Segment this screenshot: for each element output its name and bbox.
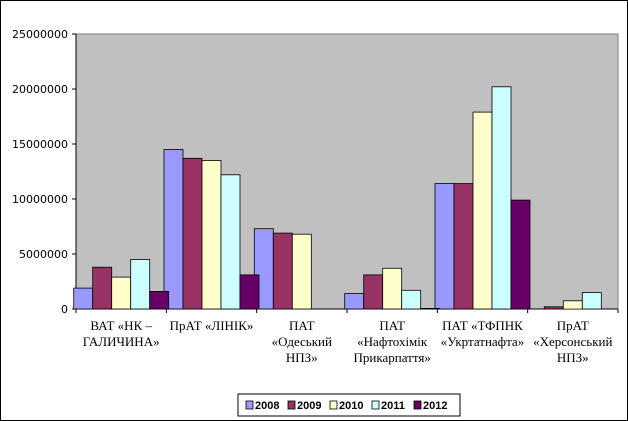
x-category-label: «Укртатнафта» xyxy=(441,334,524,349)
x-category-label: ГАЛИЧИНА» xyxy=(83,334,160,349)
x-category-label: ПрАТ xyxy=(557,318,589,333)
bar-2011-cat-2 xyxy=(220,174,241,310)
x-category-label: «Одеський xyxy=(272,334,332,349)
bar-2012-cat-5 xyxy=(510,199,531,310)
bar-2008-cat-5 xyxy=(434,183,455,310)
bar-2008-cat-1 xyxy=(73,287,94,310)
bar-2011-cat-5 xyxy=(491,86,512,310)
x-category-label: «Херсонський xyxy=(533,334,612,349)
y-tick-label: 15000000 xyxy=(12,138,68,151)
y-tick-label: 20000000 xyxy=(12,83,68,96)
plot-area xyxy=(75,33,619,310)
bar-2008-cat-2 xyxy=(163,149,184,310)
bar-2010-cat-2 xyxy=(201,160,222,310)
bar-2009-cat-3 xyxy=(272,232,293,310)
legend: 2008 2009 2010 2011 2012 xyxy=(237,393,461,417)
bar-2008-cat-4 xyxy=(344,293,365,310)
x-category-label: ПАТ xyxy=(379,318,405,333)
bar-2010-cat-6 xyxy=(562,300,583,310)
y-tick-labels: 25000000 20000000 15000000 10000000 5000000 0 xyxy=(12,28,76,316)
bar-2009-cat-4 xyxy=(363,274,384,310)
bars xyxy=(73,86,602,310)
bar-2009-cat-6 xyxy=(543,306,564,310)
legend-label-2010: 2010 xyxy=(339,400,363,412)
x-category-label: НПЗ» xyxy=(557,350,589,365)
bar-2011-cat-6 xyxy=(581,292,602,310)
bar-2009-cat-5 xyxy=(453,183,474,310)
x-category-label: Прикарпаття» xyxy=(354,350,431,365)
bar-2012-cat-2 xyxy=(239,274,260,310)
legend-box xyxy=(237,393,461,417)
bar-2010-cat-1 xyxy=(111,276,132,310)
bar-2009-cat-1 xyxy=(92,266,113,310)
bar-2012-cat-4 xyxy=(420,307,441,310)
x-category-label: ПрАТ «ЛІНІК» xyxy=(170,318,254,333)
bar-2010-cat-3 xyxy=(291,233,312,310)
legend-label-2011: 2011 xyxy=(381,400,405,412)
x-category-label: ПАТ xyxy=(289,318,315,333)
x-category-label: ВАТ «НК – xyxy=(90,318,152,333)
bar-2012-cat-1 xyxy=(149,290,170,310)
x-category-labels: ВАТ «НК –ГАЛИЧИНА»ПрАТ «ЛІНІК» ПАТ«Одеськ… xyxy=(75,309,619,365)
y-tick-label: 25000000 xyxy=(12,28,68,41)
bar-2010-cat-5 xyxy=(472,111,493,310)
legend-swatch-2008 xyxy=(245,400,254,410)
legend-label-2012: 2012 xyxy=(423,400,447,412)
x-category-label: ПАТ «ТФПНК xyxy=(442,318,523,333)
x-category-label: «Нафтохімік xyxy=(357,334,428,349)
legend-label-2009: 2009 xyxy=(297,400,321,412)
y-tick-label: 0 xyxy=(61,303,68,316)
legend-items: 2008 2009 2010 2011 2012 xyxy=(245,400,447,412)
legend-swatch-2012 xyxy=(413,400,422,410)
bar-2011-cat-1 xyxy=(130,259,151,310)
bar-2010-cat-4 xyxy=(382,267,403,310)
x-category-label: НПЗ» xyxy=(286,350,318,365)
y-tick-label: 10000000 xyxy=(12,193,68,206)
y-tick-label: 5000000 xyxy=(19,248,68,261)
bar-2011-cat-4 xyxy=(401,289,422,310)
legend-label-2008: 2008 xyxy=(255,400,279,412)
legend-swatch-2011 xyxy=(371,400,380,410)
legend-swatch-2010 xyxy=(329,400,338,410)
bar-2009-cat-2 xyxy=(182,157,203,310)
legend-swatch-2009 xyxy=(287,400,296,410)
